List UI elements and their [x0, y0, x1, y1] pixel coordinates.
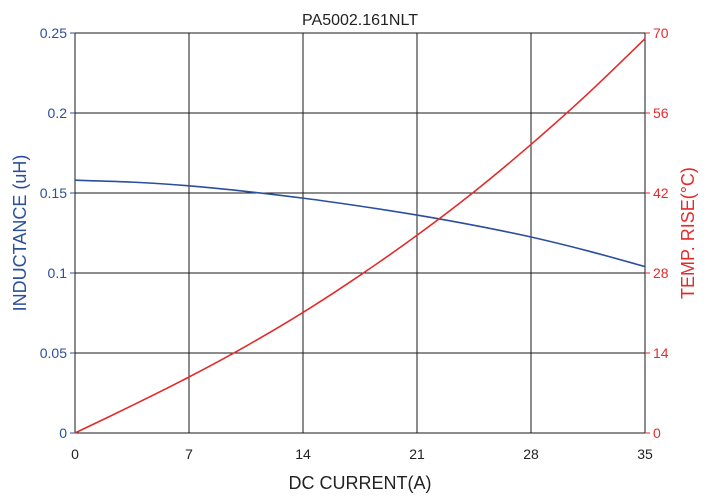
y-left-tick-label: 0 — [59, 425, 67, 441]
y-right-tick-label: 42 — [653, 185, 669, 201]
y-left-tick-label: 0.1 — [48, 265, 68, 281]
y-left-tick-label: 0.15 — [40, 185, 67, 201]
y-left-tick-label: 0.2 — [48, 105, 68, 121]
series-lines — [74, 38, 646, 434]
x-tick-label: 14 — [295, 446, 311, 462]
temp-rise-line — [74, 38, 646, 434]
y-right-tick-label: 56 — [653, 105, 669, 121]
y-right-tick-label: 28 — [653, 265, 669, 281]
y-axis-left-label: INDUCTANCE (uH) — [10, 155, 30, 312]
y-axis-right-label: TEMP. RISE(°C) — [678, 167, 698, 299]
x-tick-label: 28 — [523, 446, 539, 462]
grid — [74, 32, 646, 434]
x-axis-label: DC CURRENT(A) — [289, 473, 432, 493]
x-tick-label: 0 — [71, 446, 79, 462]
x-tick-label: 21 — [409, 446, 425, 462]
y-left-tick-label: 0.25 — [40, 25, 67, 41]
inductance-line — [74, 179, 646, 268]
y-right-tick-label: 0 — [653, 425, 661, 441]
y-right-tick-label: 70 — [653, 25, 669, 41]
y-right-tick-label: 14 — [653, 345, 669, 361]
x-tick-label: 7 — [185, 446, 193, 462]
chart-title: PA5002.161NLT — [302, 12, 418, 29]
y-left-tick-label: 0.05 — [40, 345, 67, 361]
x-tick-label: 35 — [637, 446, 653, 462]
